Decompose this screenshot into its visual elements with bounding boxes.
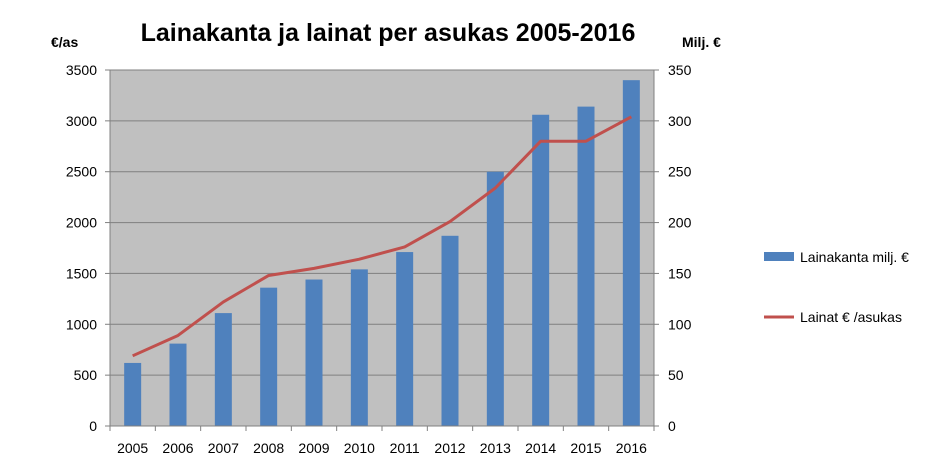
x-tick-label: 2008 [253,440,284,456]
x-tick-label: 2006 [162,440,193,456]
right-tick-label: 150 [668,265,692,281]
right-axis-unit: Milj. € [682,34,721,50]
chart-title: Lainakanta ja lainat per asukas 2005-201… [141,19,636,47]
right-tick-label: 250 [668,164,692,180]
right-tick-label: 200 [668,215,692,231]
line-series [132,115,633,358]
line-path [132,115,633,358]
right-tick-label: 50 [668,367,684,383]
left-axis-ticks: 0 500 1000 1500 2000 2500 3000 3500 [66,62,97,434]
right-tick-label: 350 [668,62,692,78]
x-tick-label: 2016 [616,440,647,456]
legend: Lainakanta milj. € Lainat € /asukas [764,249,909,325]
left-axis-unit: €/as [51,34,78,50]
left-tick-label: 3500 [66,62,97,78]
x-tick-label: 2013 [480,440,511,456]
right-tick-label: 0 [668,418,676,434]
bar-2015 [577,106,595,427]
right-tick-label: 300 [668,113,692,129]
right-axis-ticks: 0 50 100 150 200 250 300 350 [668,62,692,434]
gridlines [110,69,654,376]
x-axis-ticks: 2005 2006 2007 2008 2009 2010 2011 2012 2013 2014… [117,440,647,456]
left-tick-label: 0 [89,418,97,434]
legend-swatch-bar [764,252,794,261]
axes [105,69,659,431]
bar-2011 [396,252,414,426]
bar-2016 [622,80,640,427]
bar-2010 [350,269,368,426]
left-tick-label: 1000 [66,316,97,332]
x-tick-label: 2012 [434,440,465,456]
x-tick-label: 2010 [344,440,375,456]
right-tick-label: 100 [668,316,692,332]
x-tick-label: 2014 [525,440,556,456]
legend-label-line: Lainat € /asukas [800,309,902,325]
bar-2006 [169,343,187,426]
left-tick-label: 500 [74,367,98,383]
bar-2009 [305,279,323,426]
bar-2007 [214,313,232,426]
x-tick-label: 2007 [208,440,239,456]
plot-area [110,70,654,426]
left-tick-label: 1500 [66,265,97,281]
bar-2014 [532,114,550,427]
left-tick-label: 2500 [66,164,97,180]
left-tick-label: 2000 [66,215,97,231]
bar-2005 [124,362,142,426]
x-tick-label: 2009 [298,440,329,456]
x-tick-label: 2005 [117,440,148,456]
bar-2008 [260,287,278,426]
legend-label-bar: Lainakanta milj. € [800,249,909,265]
x-tick-label: 2011 [390,440,420,456]
x-tick-label: 2015 [570,440,601,456]
bar-series [124,80,640,427]
bar-2012 [441,235,459,426]
left-tick-label: 3000 [66,113,97,129]
bar-2013 [486,171,504,426]
